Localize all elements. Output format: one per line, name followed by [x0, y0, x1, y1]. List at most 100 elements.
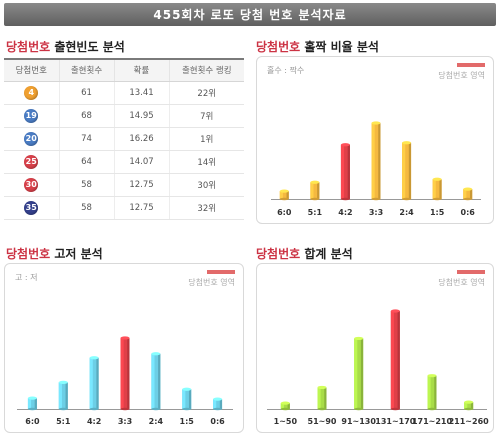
sum-title-highlight: 당첨번호: [256, 247, 301, 261]
cell-number: 19: [4, 104, 59, 128]
tick-label: 5:1: [308, 208, 323, 217]
chart-bar: [371, 121, 381, 201]
cell-count: 58: [58, 173, 114, 197]
tick-label: 211~260: [449, 417, 490, 426]
odd-even-bar-svg: 6:0 5:1 4:2 3:3 2:4 1:5 0:6: [271, 121, 481, 217]
chart-bar: [182, 387, 192, 411]
tick-label: 51~90: [308, 417, 337, 426]
tick-label: 6:0: [277, 208, 292, 217]
ball-number: 35: [24, 200, 39, 215]
chart-bar: [89, 356, 99, 411]
chart-bar: [427, 374, 437, 411]
chart-bar: [279, 189, 289, 201]
ball-number: 19: [24, 108, 39, 123]
cell-rank: 22위: [168, 81, 244, 105]
tick-label: 2:4: [399, 208, 414, 217]
frequency-table-header: 당첨번호 출현횟수 확률 출현횟수 랭킹: [4, 58, 244, 82]
ball-number: 4: [24, 85, 39, 100]
legend-swatch: [457, 270, 485, 274]
high-low-chart: 고 : 저 당첨번호 영역 6:0 5:1 4:2 3:3 2:4 1:5 0:6: [4, 263, 244, 433]
tick-label: 3:3: [369, 208, 383, 217]
high-low-bar-svg: 6:0 5:1 4:2 3:3 2:4 1:5 0:6: [17, 336, 233, 426]
table-row: 19 68 14.95 7위: [4, 104, 244, 128]
chart-bar: [310, 180, 320, 201]
frequency-table: 당첨번호 출현횟수 확률 출현횟수 랭킹 4 61 13.41 22위 19 68 14.9…: [4, 58, 244, 220]
chart-bar: [317, 385, 327, 411]
sum-title-rest: 합계 분석: [300, 247, 353, 261]
page-title: 455회차 로또 당첨 번호 분석자료: [4, 3, 496, 26]
cell-prob: 14.95: [113, 104, 169, 128]
tick-label: 6:0: [25, 417, 40, 426]
sum-chart: 당첨번호 영역 1~50 51~90 91~130 131~170 171~210 211…: [256, 263, 494, 433]
tick-label: 1:5: [180, 417, 195, 426]
frequency-section-title: 당첨번호 출현빈도 분석: [6, 38, 125, 55]
cell-rank: 1위: [168, 127, 244, 151]
tick-label: 131~170: [375, 417, 416, 426]
tick-label: 4:2: [338, 208, 352, 217]
tick-label: 91~130: [341, 417, 376, 426]
col-header-prob: 확률: [113, 58, 169, 82]
chart-bar: [464, 400, 474, 411]
chart-bar: [432, 177, 442, 201]
frequency-title-rest: 출현빈도 분석: [50, 40, 125, 54]
odd-even-axis-caption: 홀수 : 짝수: [267, 66, 305, 75]
sum-section-title: 당첨번호 합계 분석: [256, 245, 353, 262]
chart-bar: [463, 187, 473, 201]
tick-label: 0:6: [210, 417, 225, 426]
table-row: 35 58 12.75 32위: [4, 196, 244, 220]
chart-bar: [120, 336, 130, 411]
col-header-rank: 출현횟수 랭킹: [168, 58, 244, 82]
cell-number: 20: [4, 127, 59, 151]
cell-number: 25: [4, 150, 59, 174]
cell-prob: 12.75: [113, 173, 169, 197]
tick-label: 5:1: [56, 417, 71, 426]
high-low-title-highlight: 당첨번호: [6, 247, 51, 261]
tick-label: 2:4: [149, 417, 164, 426]
cell-prob: 13.41: [113, 81, 169, 105]
table-row: 30 58 12.75 30위: [4, 173, 244, 197]
cell-number: 30: [4, 173, 59, 197]
cell-rank: 14위: [168, 150, 244, 174]
table-row: 4 61 13.41 22위: [4, 81, 244, 105]
cell-prob: 12.75: [113, 196, 169, 220]
ball-number: 25: [24, 154, 39, 169]
chart-bar: [402, 141, 412, 201]
tick-label: 4:2: [87, 417, 101, 426]
high-low-legend: 당첨번호 영역: [188, 270, 235, 288]
cell-count: 58: [58, 196, 114, 220]
cell-number: 35: [4, 196, 59, 220]
chart-bar: [340, 143, 350, 201]
high-low-section-title: 당첨번호 고저 분석: [6, 245, 103, 262]
cell-count: 68: [58, 104, 114, 128]
odd-even-title-rest: 홀짝 비율 분석: [300, 40, 379, 54]
cell-count: 61: [58, 81, 114, 105]
col-header-count: 출현횟수: [58, 58, 114, 82]
chart-bar: [27, 396, 37, 411]
sum-legend-text: 당첨번호 영역: [438, 278, 485, 287]
cell-count: 74: [58, 127, 114, 151]
cell-rank: 32위: [168, 196, 244, 220]
high-low-legend-text: 당첨번호 영역: [188, 278, 235, 287]
legend-swatch: [457, 63, 485, 67]
table-row: 20 74 16.26 1위: [4, 127, 244, 151]
odd-even-title-highlight: 당첨번호: [256, 40, 301, 54]
cell-prob: 14.07: [113, 150, 169, 174]
cell-rank: 7위: [168, 104, 244, 128]
chart-bar: [151, 352, 161, 411]
table-row: 25 64 14.07 14위: [4, 150, 244, 174]
legend-swatch: [207, 270, 235, 274]
chart-bar: [390, 309, 400, 411]
high-low-axis-caption: 고 : 저: [15, 273, 38, 282]
odd-even-section-title: 당첨번호 홀짝 비율 분석: [256, 38, 379, 55]
chart-bar: [354, 336, 364, 411]
ball-number: 30: [24, 177, 39, 192]
sum-legend: 당첨번호 영역: [438, 270, 485, 288]
chart-bar: [280, 401, 290, 411]
tick-label: 3:3: [118, 417, 132, 426]
odd-even-legend: 당첨번호 영역: [438, 63, 485, 81]
cell-rank: 30위: [168, 173, 244, 197]
frequency-title-highlight: 당첨번호: [6, 40, 51, 54]
high-low-title-rest: 고저 분석: [50, 247, 103, 261]
cell-number: 4: [4, 81, 59, 105]
